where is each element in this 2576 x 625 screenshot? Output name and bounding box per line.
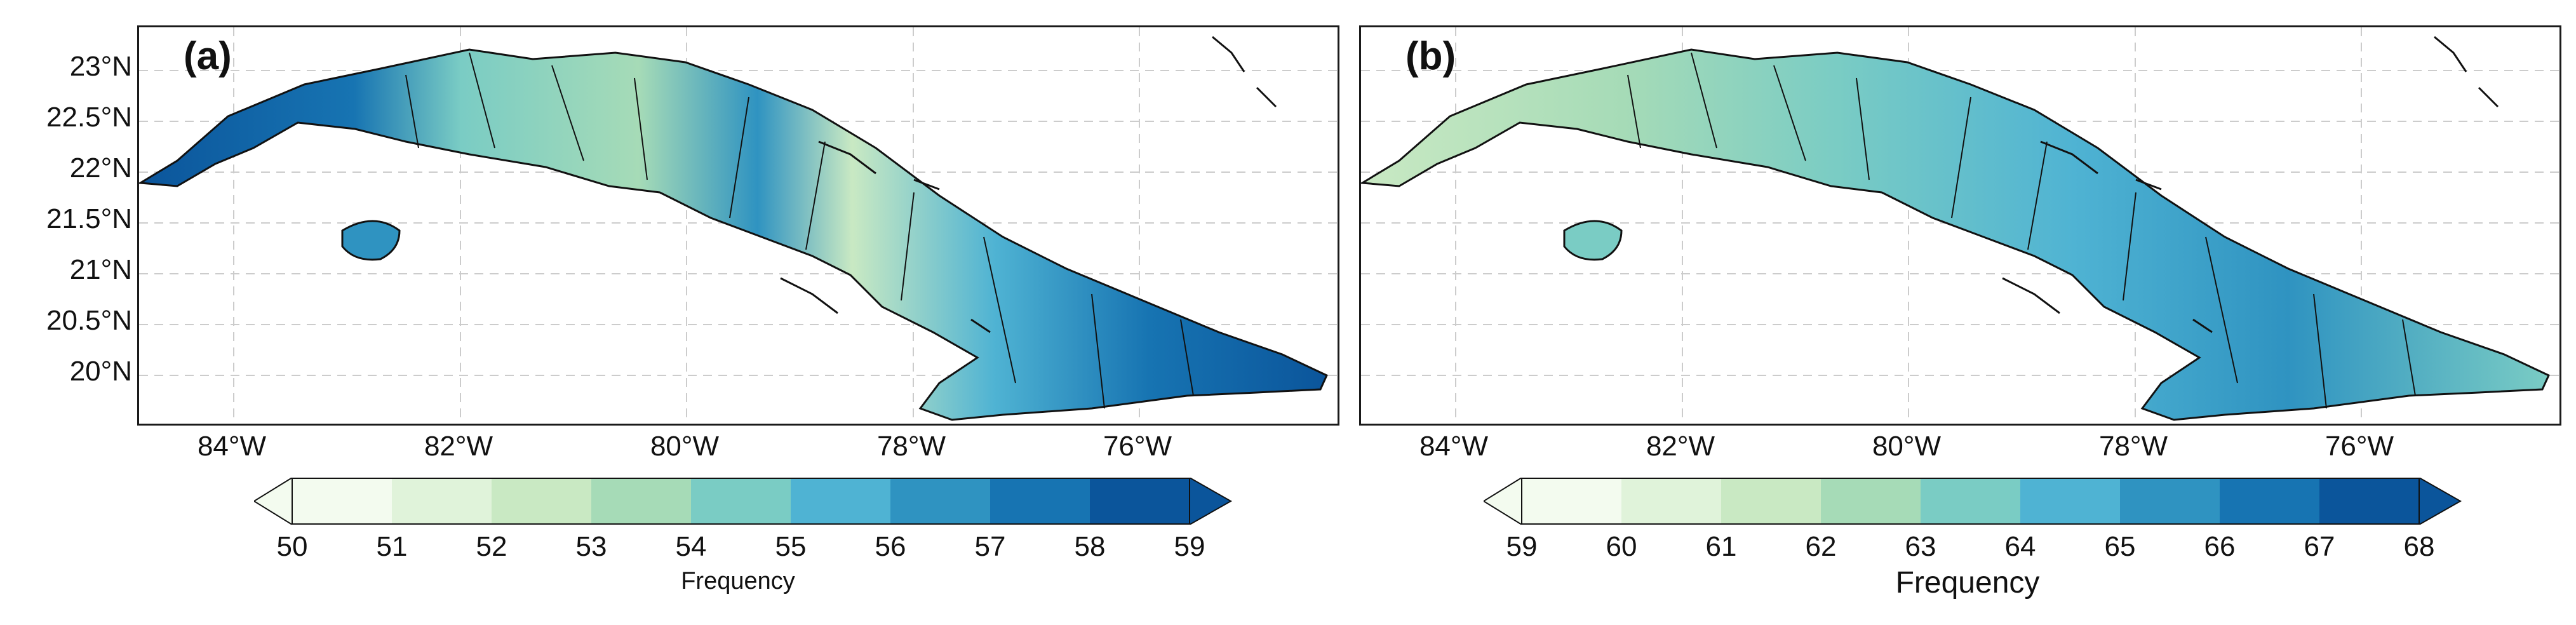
colorbar-a-tick: 57: [974, 531, 1006, 562]
colorbar-a-tick: 55: [775, 531, 807, 562]
isle-of-youth-a: [341, 220, 401, 261]
cays-b: [2002, 36, 2499, 333]
x-tick-label-a: 80°W: [650, 431, 720, 462]
colorbar-b-tick: 66: [2204, 531, 2236, 562]
x-tick-label-a: 84°W: [197, 431, 267, 462]
colorbar-b: [1484, 478, 2462, 525]
colorbar-a-bin: [691, 478, 791, 525]
colorbar-b-over-triangle: [2418, 478, 2462, 525]
x-tick-label-b: 78°W: [2098, 431, 2168, 462]
colorbar-a-bin: [1090, 478, 1190, 525]
colorbar-a-bin: [292, 478, 392, 525]
colorbar-b-tick: 65: [2104, 531, 2136, 562]
colorbar-a: [254, 478, 1232, 525]
colorbar-a-under-triangle: [254, 478, 293, 525]
x-tick-label-a: 76°W: [1103, 431, 1172, 462]
colorbar-a-tick: 56: [875, 531, 906, 562]
colorbar-b-under-triangle: [1484, 478, 1522, 525]
y-tick-label: 22.5°N: [46, 102, 132, 133]
x-tick-label-b: 76°W: [2324, 431, 2394, 462]
colorbar-b-bin: [1621, 478, 1721, 525]
colorbar-a-tick: 53: [575, 531, 607, 562]
map-panel-b: (b): [1359, 25, 2561, 426]
colorbar-b-bin: [2020, 478, 2120, 525]
province-borders-b: [1627, 52, 2416, 409]
colorbar-a-bin: [791, 478, 890, 525]
colorbar-b-bin: [1921, 478, 2020, 525]
colorbar-b-bin: [1721, 478, 1821, 525]
map-a-svg: [139, 27, 1338, 424]
x-tick-label-b: 80°W: [1872, 431, 1942, 462]
colorbar-b-bin: [2120, 478, 2220, 525]
colorbar-b-tick: 64: [2004, 531, 2036, 562]
colorbar-a-tick: 54: [675, 531, 707, 562]
cuba-island-a: [139, 48, 1328, 421]
cuba-island-b: [1361, 48, 2550, 421]
colorbar-a-bin: [890, 478, 990, 525]
colorbar-b-tick: 68: [2403, 531, 2435, 562]
colorbar-b-tick: 60: [1606, 531, 1637, 562]
colorbar-a-label: Frequency: [681, 568, 795, 595]
colorbar-b-bin: [1821, 478, 1921, 525]
y-tick-label: 21.5°N: [46, 203, 132, 234]
x-tick-label-b: 84°W: [1419, 431, 1489, 462]
province-borders-a: [405, 52, 1194, 409]
colorbar-a-tick: 52: [476, 531, 507, 562]
map-panel-a: (a): [137, 25, 1339, 426]
colorbar-b-bin: [2220, 478, 2319, 525]
colorbar-a-tick: 50: [276, 531, 308, 562]
colorbar-b-label: Frequency: [1895, 566, 2040, 600]
y-tick-label: 21°N: [69, 254, 132, 285]
x-tick-label-a: 78°W: [876, 431, 946, 462]
panel-a-label: (a): [184, 34, 232, 78]
colorbar-b-tick: 61: [1705, 531, 1737, 562]
colorbar-a-bin: [492, 478, 591, 525]
colorbar-b-tick: 67: [2304, 531, 2335, 562]
colorbar-b-tick: 59: [1506, 531, 1538, 562]
colorbar-a-bin: [591, 478, 691, 525]
panel-b-label: (b): [1405, 34, 1456, 78]
colorbar-a-bin: [392, 478, 492, 525]
colorbar-b-bin: [1522, 478, 1621, 525]
y-tick-label: 22°N: [69, 152, 132, 184]
map-b-svg: [1361, 27, 2559, 424]
y-tick-label: 20.5°N: [46, 305, 132, 336]
colorbar-b-bin: [2319, 478, 2419, 525]
x-tick-label-b: 82°W: [1646, 431, 1715, 462]
y-tick-label: 20°N: [69, 356, 132, 387]
colorbar-a-over-triangle: [1189, 478, 1232, 525]
colorbar-a-tick: 59: [1174, 531, 1205, 562]
x-tick-label-a: 82°W: [424, 431, 493, 462]
colorbar-b-tick: 62: [1805, 531, 1837, 562]
colorbar-a-tick: 58: [1074, 531, 1106, 562]
colorbar-a-tick: 51: [376, 531, 408, 562]
isle-of-youth-b: [1563, 220, 1623, 261]
cays-a: [780, 36, 1277, 333]
y-tick-label: 23°N: [69, 51, 132, 82]
colorbar-b-tick: 63: [1905, 531, 1936, 562]
colorbar-a-bin: [990, 478, 1090, 525]
